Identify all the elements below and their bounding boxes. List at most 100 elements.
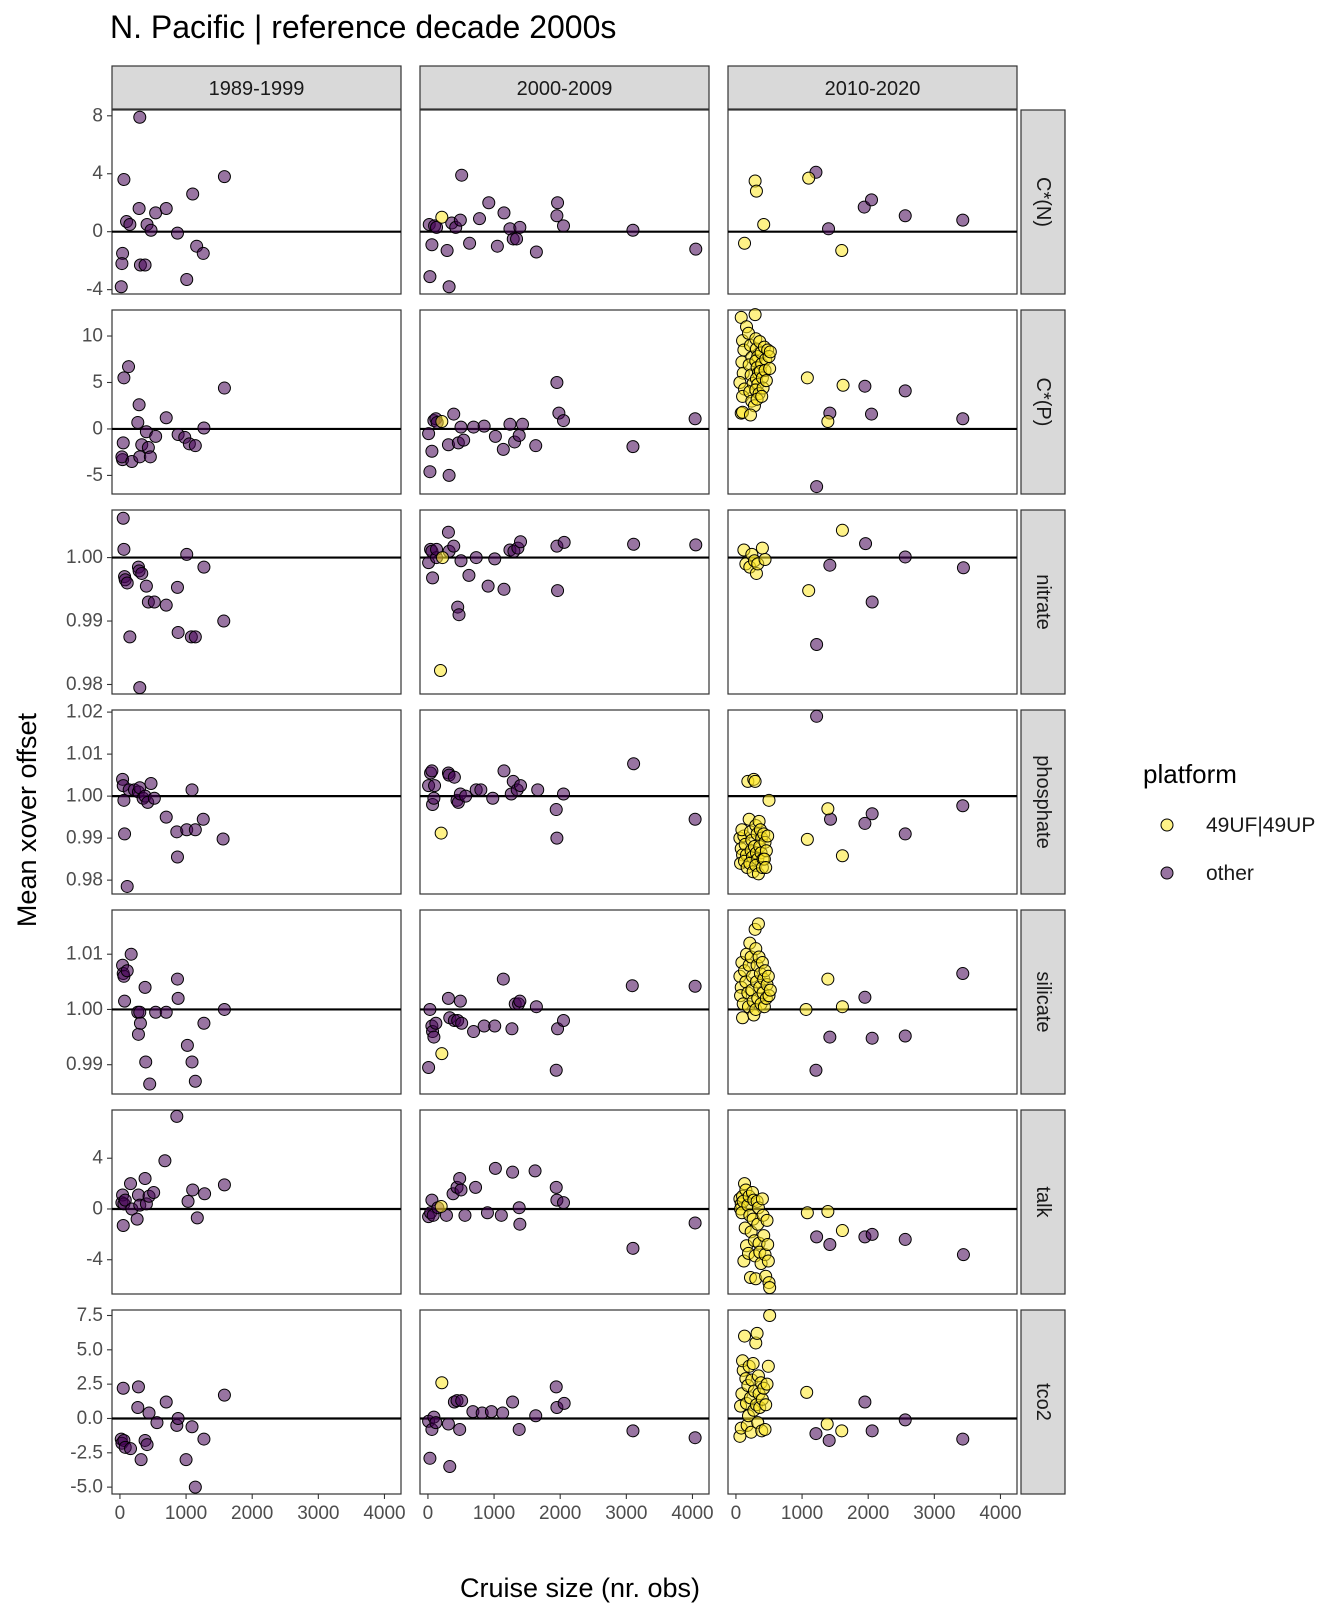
- point-other: [549, 1180, 563, 1194]
- y-tick-label: 4: [92, 163, 103, 184]
- point-49uf: [755, 1192, 769, 1206]
- point-other: [117, 793, 131, 807]
- x-axis-label: Cruise size (nr. obs): [460, 1573, 700, 1603]
- point-other: [120, 576, 134, 590]
- column-strip-label: 1989-1999: [209, 78, 305, 100]
- point-other: [462, 568, 476, 582]
- point-other: [550, 209, 564, 223]
- point-49uf: [835, 1224, 849, 1238]
- point-other: [131, 415, 145, 429]
- point-other: [457, 433, 471, 447]
- point-other: [142, 1406, 156, 1420]
- point-other: [865, 1424, 879, 1438]
- point-other: [506, 1165, 520, 1179]
- point-other: [480, 1206, 494, 1220]
- point-49uf: [435, 1376, 449, 1390]
- point-other: [124, 947, 138, 961]
- point-other: [626, 1241, 640, 1255]
- point-49uf: [821, 1205, 835, 1219]
- point-other: [138, 258, 152, 272]
- point-other: [626, 1424, 640, 1438]
- point-other: [823, 1238, 837, 1252]
- point-other: [118, 827, 132, 841]
- panel-border: [111, 109, 402, 295]
- point-other: [170, 580, 184, 594]
- point-other: [123, 630, 137, 644]
- y-tick-label: -4: [86, 1249, 103, 1270]
- legend: platform 49UF|49UP other: [1143, 759, 1315, 885]
- facet-row-phosphate: phosphate 0.98 0.99 1.00 1.01 1.02: [66, 702, 1066, 895]
- point-other: [159, 1395, 173, 1409]
- y-tick-label: 8: [92, 105, 103, 126]
- point-49uf: [821, 802, 835, 816]
- point-other: [810, 709, 824, 723]
- point-49uf: [434, 826, 448, 840]
- point-other: [956, 967, 970, 981]
- point-49uf: [761, 1359, 775, 1373]
- point-other: [147, 1185, 161, 1199]
- panel-border: [727, 709, 1018, 895]
- point-other: [688, 1216, 702, 1230]
- x-tick-label: 2000: [847, 1503, 889, 1524]
- point-other: [185, 783, 199, 797]
- row-strip-label: silicate: [1032, 971, 1054, 1032]
- point-other: [117, 542, 131, 556]
- panel: [111, 909, 402, 1095]
- column-strip-label: 2000-2009: [517, 78, 613, 100]
- panel-border: [111, 1109, 402, 1295]
- point-other: [497, 764, 511, 778]
- panel-border: [419, 109, 710, 295]
- point-49uf: [763, 345, 777, 359]
- x-tick-label: 1000: [473, 1503, 515, 1524]
- point-other: [858, 816, 872, 830]
- point-other: [453, 1172, 467, 1186]
- point-other: [425, 764, 439, 778]
- point-other: [455, 168, 469, 182]
- point-other: [143, 1077, 157, 1091]
- point-49uf: [435, 415, 449, 429]
- panel: [111, 109, 402, 295]
- row-strip: [1020, 309, 1066, 495]
- point-other: [627, 757, 641, 771]
- panel-border: [419, 909, 710, 1095]
- row-strip-label: C*(N): [1032, 177, 1054, 227]
- row-strip: [1020, 1109, 1066, 1295]
- point-other: [188, 630, 202, 644]
- point-other: [454, 420, 468, 434]
- point-49uf: [802, 584, 816, 598]
- point-other: [529, 245, 543, 259]
- point-other: [557, 535, 571, 549]
- point-other: [147, 791, 161, 805]
- point-other: [956, 561, 970, 575]
- y-tick-label: -2.5: [70, 1442, 103, 1463]
- point-other: [442, 468, 456, 482]
- point-49uf: [821, 415, 835, 429]
- point-49uf: [835, 849, 849, 863]
- point-other: [197, 1016, 211, 1030]
- y-tick-label: 0.0: [77, 1408, 103, 1429]
- point-other: [425, 444, 439, 458]
- point-49uf: [748, 308, 762, 322]
- panel-border: [727, 909, 1018, 1095]
- point-49uf: [738, 1329, 752, 1343]
- point-other: [459, 789, 473, 803]
- point-other: [858, 1395, 872, 1409]
- point-other: [512, 428, 526, 442]
- panel: [419, 709, 710, 895]
- panel: 0 1000 2000 3000 4000: [419, 1309, 714, 1524]
- y-tick-label: 0: [92, 221, 103, 242]
- point-other: [823, 1030, 837, 1044]
- panel: [111, 309, 402, 495]
- point-other: [197, 1432, 211, 1446]
- point-other: [626, 440, 640, 454]
- y-tick-label: 0.99: [66, 828, 103, 849]
- point-other: [133, 1016, 147, 1030]
- point-other: [171, 625, 185, 639]
- x-tick-label: 4000: [363, 1503, 405, 1524]
- y-tick-label: 0.99: [66, 1054, 103, 1075]
- point-other: [822, 222, 836, 236]
- point-other: [159, 202, 173, 216]
- point-other: [454, 554, 468, 568]
- point-49uf: [800, 832, 814, 846]
